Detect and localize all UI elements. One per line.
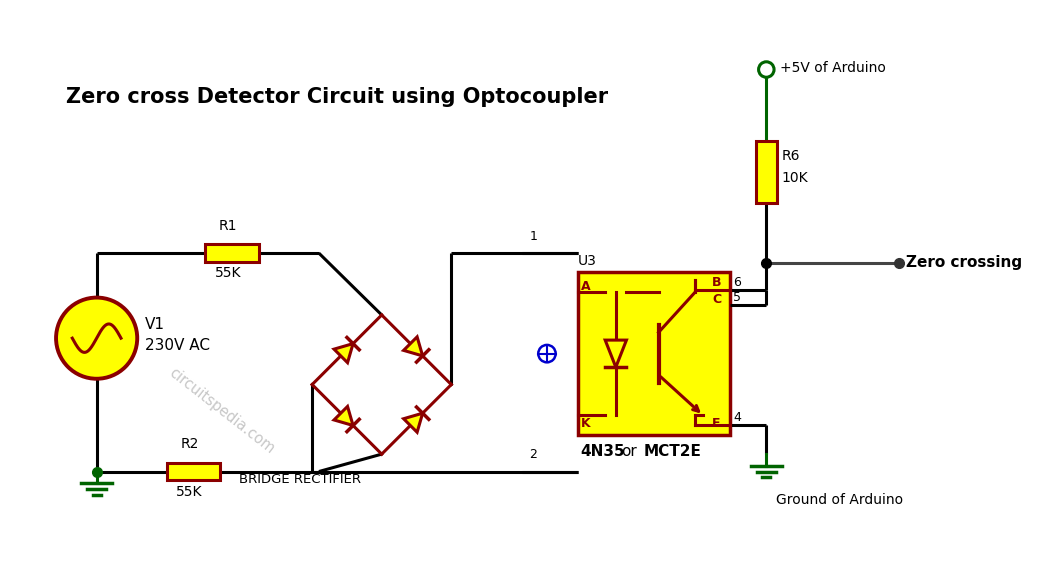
Text: or: or [621, 444, 638, 459]
Polygon shape [404, 337, 422, 356]
Text: B: B [712, 276, 722, 289]
Text: R6: R6 [782, 150, 801, 163]
Text: Zero cross Detector Circuit using Optocoupler: Zero cross Detector Circuit using Optoco… [66, 87, 607, 107]
Polygon shape [334, 407, 353, 425]
Text: E: E [712, 417, 721, 430]
Text: A: A [580, 280, 591, 293]
Text: 5: 5 [733, 291, 742, 304]
Bar [166, 463, 219, 480]
Text: 4N35: 4N35 [580, 444, 624, 459]
Text: 4: 4 [733, 411, 742, 424]
Text: 10K: 10K [782, 171, 808, 184]
Text: 2: 2 [529, 448, 538, 461]
Text: BRIDGE RECTIFIER: BRIDGE RECTIFIER [238, 473, 361, 486]
Text: +5V of Arduino: +5V of Arduino [780, 62, 886, 75]
Text: circuitspedia.com: circuitspedia.com [166, 365, 278, 456]
Bar [756, 140, 777, 203]
Text: 55K: 55K [215, 266, 241, 280]
Text: R1: R1 [218, 219, 237, 233]
Bar [578, 272, 730, 435]
Text: 230V AC: 230V AC [145, 338, 210, 353]
Text: R2: R2 [180, 437, 199, 451]
Text: Zero crossing: Zero crossing [907, 255, 1022, 270]
Circle shape [758, 62, 774, 77]
Bar [205, 244, 259, 262]
Text: C: C [712, 293, 722, 307]
Text: MCT2E: MCT2E [644, 444, 701, 459]
Text: 6: 6 [733, 276, 742, 289]
Polygon shape [605, 340, 626, 367]
Text: 1: 1 [529, 230, 538, 243]
Polygon shape [334, 344, 353, 363]
Text: V1: V1 [145, 316, 165, 332]
Polygon shape [404, 413, 422, 432]
Text: 55K: 55K [176, 485, 203, 498]
Text: K: K [580, 417, 591, 430]
Text: Ground of Arduino: Ground of Arduino [776, 493, 903, 508]
Circle shape [56, 297, 137, 379]
Text: U3: U3 [578, 254, 597, 268]
